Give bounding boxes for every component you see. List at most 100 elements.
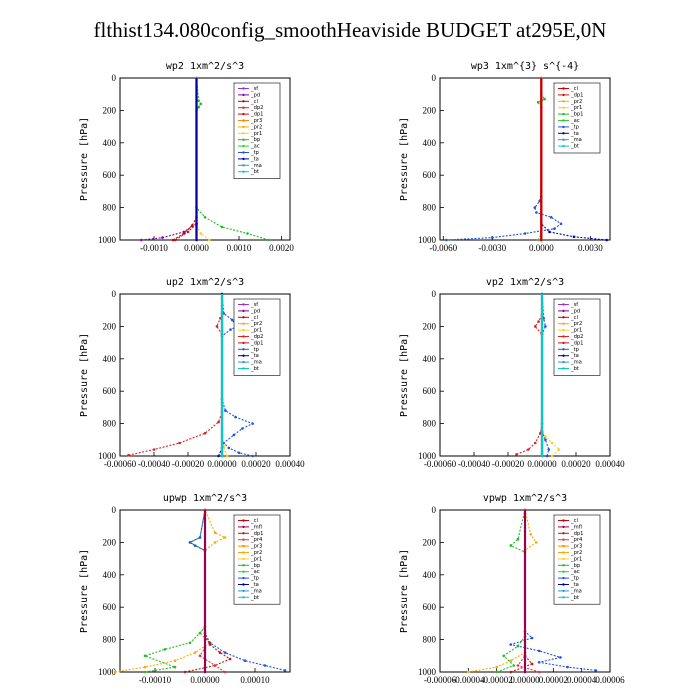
series-point — [193, 651, 197, 654]
legend-label: _ac — [250, 569, 260, 575]
series-point — [566, 665, 569, 669]
y-tick-label: 1000 — [98, 667, 117, 677]
legend-label: _ta — [250, 156, 259, 162]
legend-marker — [562, 119, 565, 122]
y-tick-label: 400 — [103, 354, 117, 364]
legend-marker — [562, 322, 565, 325]
legend-marker — [562, 525, 565, 529]
series-point — [540, 238, 543, 242]
y-tick-label: 800 — [103, 419, 117, 429]
x-tick-label: 0.0020 — [269, 243, 294, 253]
series-point — [237, 451, 241, 455]
legend-label: _pd — [250, 92, 260, 98]
legend-marker — [562, 367, 565, 370]
series-point — [208, 643, 212, 646]
legend-marker — [562, 576, 565, 580]
legend-label: _ma — [250, 588, 262, 594]
series-point — [199, 232, 203, 235]
series-point — [516, 644, 520, 648]
series-point — [230, 318, 234, 322]
legend-label: _dp2 — [250, 334, 263, 340]
series-point — [544, 325, 547, 328]
legend-marker — [242, 519, 245, 522]
series-point — [223, 651, 227, 654]
series-point — [183, 670, 187, 674]
series-point — [516, 537, 520, 541]
x-tick-label: -0.00010 — [139, 675, 172, 685]
legend-marker — [242, 106, 245, 109]
series-point — [243, 659, 247, 662]
y-tick-label: 1000 — [418, 667, 437, 677]
x-tick-label: -0.00040 — [458, 459, 491, 469]
legend-label: _pr2 — [570, 550, 582, 556]
chart-title: up2 1xm^2/s^3 — [166, 277, 244, 288]
series-line-pr4 — [516, 510, 540, 673]
legend-marker — [562, 303, 565, 306]
series-point — [220, 454, 224, 458]
legend-marker — [242, 354, 245, 357]
legend-label: _bt — [570, 366, 579, 372]
legend-label: _ac — [250, 144, 260, 150]
legend-marker — [242, 564, 245, 567]
x-tick-label: 0.00040 — [275, 459, 305, 469]
series-point — [198, 536, 202, 539]
legend-marker — [242, 164, 245, 167]
series-point — [188, 641, 192, 645]
legend-label: _pr1 — [570, 328, 582, 334]
plot-frame — [119, 293, 291, 457]
series-point — [544, 435, 547, 438]
series-point — [220, 225, 224, 229]
legend-box — [233, 82, 281, 179]
plot-frame — [439, 293, 611, 457]
series-point — [267, 238, 270, 242]
series-point — [540, 454, 544, 458]
chart-title: vp2 1xm^2/s^3 — [486, 277, 564, 288]
legend-label: _mfl — [570, 524, 582, 530]
legend-marker — [562, 348, 565, 351]
legend-box — [553, 298, 601, 376]
series-point — [195, 238, 198, 242]
legend-marker — [242, 367, 245, 370]
series-point — [234, 415, 237, 419]
legend-marker — [242, 341, 245, 345]
legend-marker — [562, 335, 565, 338]
y-tick-label: 1000 — [418, 235, 437, 245]
series-point — [536, 101, 540, 104]
legend-label: _pr2 — [570, 321, 582, 327]
series-point — [198, 654, 202, 658]
series-point — [550, 441, 554, 445]
series-point — [605, 238, 608, 242]
series-line-tp — [446, 78, 562, 241]
series-point — [509, 544, 513, 547]
series-point — [283, 669, 287, 672]
legend-box — [233, 298, 281, 376]
series-point — [549, 216, 553, 219]
chart-wp3: wp3 1xm^{3} s^{-4} Pressure [hPa] 0 200 400 6… — [399, 61, 611, 253]
y-tick-label: 600 — [103, 602, 117, 612]
series-point — [228, 657, 232, 661]
legend-label: _cl — [570, 315, 578, 321]
legend-marker — [242, 125, 245, 129]
y-tick-label: 0 — [432, 289, 437, 299]
legend-marker — [242, 303, 245, 306]
series-point — [161, 236, 164, 239]
legend-marker — [562, 570, 565, 573]
y-tick-label: 800 — [423, 203, 437, 213]
series-line-pr1 — [195, 78, 210, 241]
legend-label: _ta — [250, 582, 259, 588]
legend-label: _dp1 — [250, 112, 263, 118]
series-point — [224, 409, 227, 412]
legend-label: _pr1 — [570, 556, 582, 562]
y-tick-label: 600 — [423, 386, 437, 396]
legend-marker — [242, 132, 245, 135]
series-point — [533, 325, 537, 328]
legend-label: _dp1 — [570, 340, 583, 346]
legend-marker — [242, 360, 245, 364]
legend-marker — [562, 557, 565, 561]
legend-marker — [242, 309, 245, 313]
legend-marker — [242, 576, 245, 580]
legend-marker — [562, 583, 565, 586]
series-line-bp — [143, 509, 206, 673]
series-line-cl — [172, 78, 198, 241]
y-tick-label: 0 — [432, 73, 437, 83]
